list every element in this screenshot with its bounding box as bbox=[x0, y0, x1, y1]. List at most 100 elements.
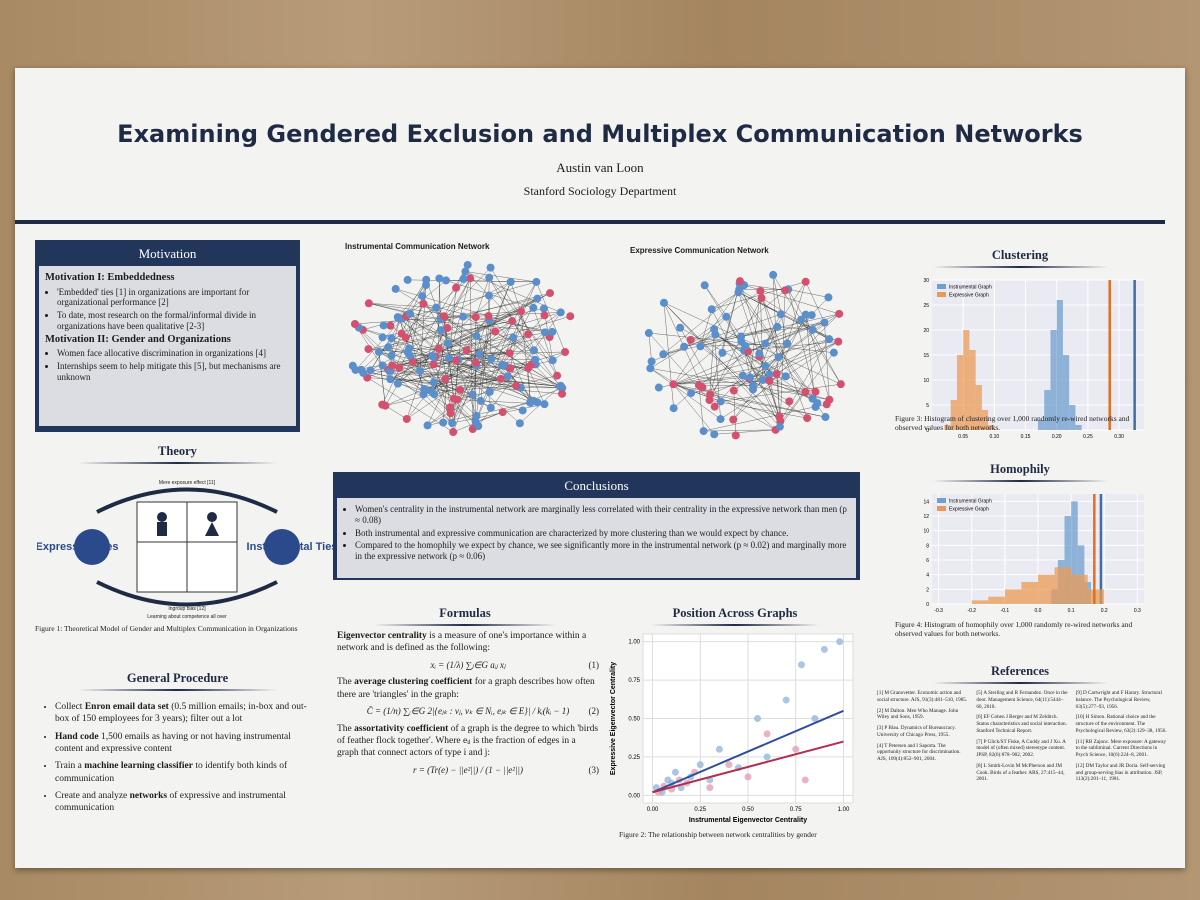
network-node bbox=[378, 361, 387, 370]
y-tick-label: 20 bbox=[923, 328, 929, 334]
network-edge bbox=[650, 368, 692, 394]
bullet-list: Women's centrality in the instrumental n… bbox=[343, 504, 850, 562]
legend-label: Expressive Graph bbox=[949, 293, 989, 299]
network-node bbox=[374, 347, 383, 356]
network-node bbox=[406, 309, 415, 318]
network-edge bbox=[739, 289, 818, 404]
network-node bbox=[718, 348, 727, 357]
figure-caption: Figure 3: Histogram of clustering over 1… bbox=[895, 414, 1130, 433]
x-tick-label: -0.3 bbox=[934, 608, 943, 614]
handshake-icon bbox=[74, 529, 300, 565]
network-graph bbox=[348, 260, 575, 437]
network-edge bbox=[367, 377, 563, 389]
scatter-point bbox=[754, 715, 762, 722]
section-title: Motivation I: Embeddedness bbox=[45, 272, 175, 283]
network-node bbox=[734, 288, 743, 297]
network-node bbox=[808, 325, 817, 334]
bold-text: assortativity coefficient bbox=[354, 723, 449, 734]
network-node bbox=[811, 387, 820, 396]
equation-text: xᵢ = (1/λ) ∑ⱼ∈G aᵢⱼ xⱼ bbox=[430, 659, 506, 670]
poster: Examining Gendered Exclusion and Multipl… bbox=[15, 68, 1185, 868]
network-node bbox=[445, 353, 454, 362]
network-node bbox=[548, 356, 557, 365]
network-node bbox=[825, 395, 834, 404]
network-node bbox=[366, 366, 375, 375]
network-title: Expressive Communication Network bbox=[630, 246, 769, 255]
text: Collect bbox=[55, 702, 85, 712]
network-edge bbox=[465, 271, 537, 283]
network-edge bbox=[726, 316, 781, 422]
cycle-arrow bbox=[96, 487, 278, 514]
bullet: Train a machine learning classifier to i… bbox=[55, 760, 313, 785]
network-node bbox=[561, 347, 570, 356]
bullet-list: Collect Enron email data set (0.5 millio… bbox=[43, 701, 313, 815]
network-node bbox=[755, 349, 764, 358]
equation: C̄ = (1/n) ∑ᵢ∈G 2|{eⱼₖ : vⱼ, vₖ ∈ Nᵢ, eⱼ… bbox=[337, 706, 599, 718]
position-heading: Position Across Graphs bbox=[615, 606, 855, 626]
network-node bbox=[384, 343, 393, 352]
network-node bbox=[716, 415, 725, 424]
network-node bbox=[402, 414, 411, 423]
network-node bbox=[423, 421, 432, 430]
text: Train a bbox=[55, 761, 85, 772]
x-tick-label: 0.05 bbox=[958, 434, 968, 440]
network-node bbox=[468, 390, 477, 399]
network-edge bbox=[368, 303, 441, 320]
scatter-point bbox=[797, 661, 805, 669]
reference: [5] A Sterling and R Fernandez. Once in … bbox=[976, 690, 1068, 710]
y-tick-label: 4 bbox=[926, 573, 929, 579]
paragraph: Eigenvector centrality is a measure of o… bbox=[337, 630, 599, 655]
network-edge bbox=[648, 332, 652, 362]
network-node bbox=[659, 350, 668, 359]
histogram-bar bbox=[971, 600, 989, 604]
network-node bbox=[737, 337, 746, 346]
network-edge bbox=[663, 302, 781, 427]
network-node bbox=[836, 380, 845, 389]
histogram-bar bbox=[1075, 425, 1082, 430]
network-node bbox=[820, 318, 829, 327]
network-node bbox=[729, 415, 738, 424]
network-edge bbox=[663, 313, 840, 355]
network-edge bbox=[738, 291, 839, 342]
network-edge bbox=[824, 322, 830, 400]
network-edge bbox=[438, 331, 553, 349]
scatter-point bbox=[706, 784, 714, 792]
network-edge bbox=[495, 312, 561, 332]
text: of a graph is the degree to which 'birds… bbox=[337, 723, 599, 759]
scatter-point bbox=[792, 745, 800, 753]
histogram-bar bbox=[988, 425, 995, 430]
x-tick-label: 0.3 bbox=[1134, 608, 1141, 614]
network-node bbox=[711, 330, 720, 339]
y-tick-label: 10 bbox=[923, 378, 929, 384]
y-tick-label: 8 bbox=[926, 543, 929, 549]
bullet: Create and analyze networks of expressiv… bbox=[55, 790, 313, 815]
x-tick-label: 0.75 bbox=[790, 807, 802, 813]
bullet: Internships seem to help mitigate this [… bbox=[57, 361, 290, 383]
network-node bbox=[540, 328, 549, 337]
histogram-bar bbox=[944, 425, 951, 430]
histogram-bar bbox=[981, 410, 989, 430]
x-tick-label: -0.1 bbox=[1001, 608, 1010, 614]
clustering-histogram: 0 5 10 15 20 25 30 0.05 0.10 0.15 0.20 0.25 0.30 Inst… bbox=[923, 278, 1144, 440]
formulas: Eigenvector centrality is a measure of o… bbox=[337, 630, 599, 781]
network-node bbox=[449, 428, 458, 437]
network-node bbox=[456, 385, 465, 394]
network-node bbox=[393, 379, 402, 388]
network-node bbox=[486, 403, 495, 412]
network-node bbox=[508, 317, 517, 326]
text: is a measure of one's importance within … bbox=[337, 631, 587, 654]
motivation-content: Motivation I: Embeddedness 'Embedded' tie… bbox=[39, 266, 296, 426]
cycle-arrow bbox=[96, 580, 278, 607]
network-edge bbox=[733, 390, 737, 436]
text: The bbox=[337, 723, 355, 734]
network-node bbox=[419, 390, 428, 399]
scatter-point bbox=[696, 761, 704, 769]
network-edge bbox=[385, 405, 407, 420]
procedure-heading: General Procedure bbox=[35, 671, 320, 691]
network-node bbox=[388, 361, 397, 370]
scatter-point bbox=[801, 776, 809, 784]
legend-swatch bbox=[937, 506, 946, 511]
text: 1,500 emails as having or not having ins… bbox=[55, 731, 291, 755]
equation-number: (1) bbox=[588, 659, 600, 670]
scatter-point bbox=[744, 773, 752, 781]
